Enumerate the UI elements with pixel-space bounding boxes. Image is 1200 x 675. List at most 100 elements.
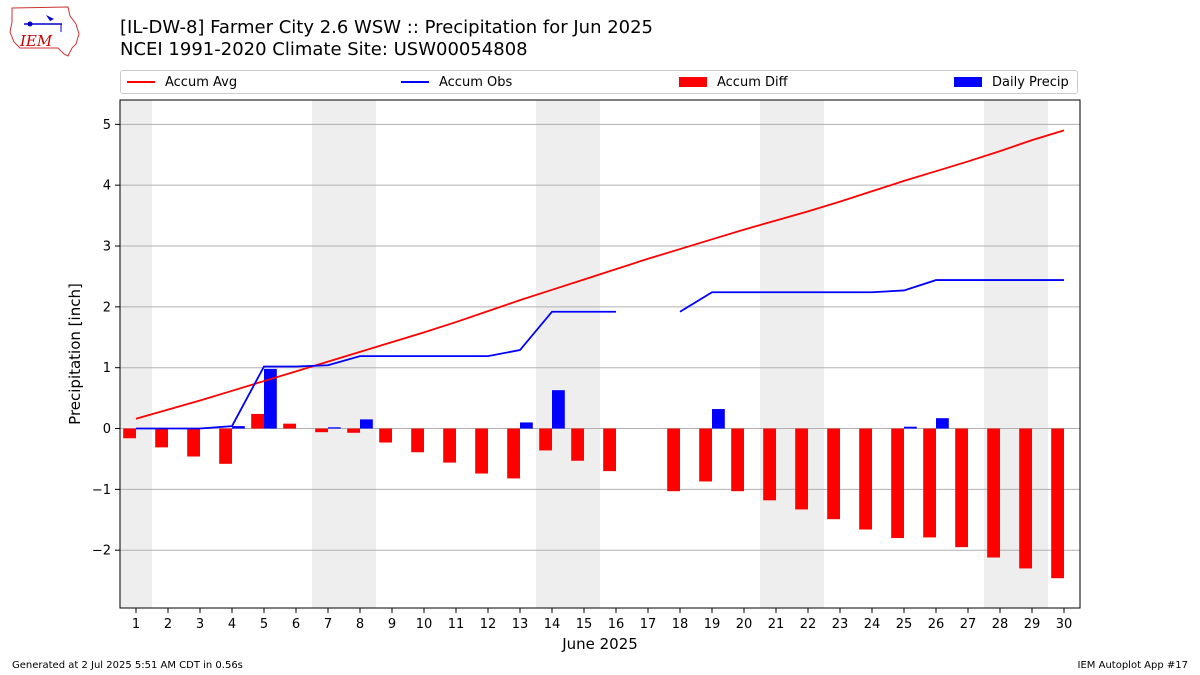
accum-diff-bar-day-7: [315, 428, 328, 433]
accum-diff-bar-day-27: [955, 428, 968, 548]
accum-diff-bar-day-4: [219, 428, 232, 464]
xtick-label: 19: [704, 617, 721, 632]
accum-diff-bar-day-15: [571, 428, 584, 461]
daily-precip-bar-day-25: [904, 426, 917, 429]
daily-precip-bar-day-19: [712, 409, 725, 429]
accum-diff-bar-day-3: [187, 428, 200, 457]
accum-diff-bar-day-11: [443, 428, 456, 463]
accum-diff-bar-day-14: [539, 428, 552, 451]
iem-logo: IEM: [9, 6, 80, 57]
accum-diff-bar-day-6: [283, 423, 296, 429]
xtick-label: 25: [896, 617, 913, 632]
weekend-shade-day-1: [120, 100, 152, 608]
ytick-label: −2: [92, 544, 111, 559]
legend-item-accum-avg: Accum Avg: [127, 73, 237, 91]
accum-diff-bar-day-21: [763, 428, 776, 501]
xtick-label: 30: [1056, 617, 1073, 632]
xtick-label: 2: [164, 617, 172, 632]
weekend-shade-day-7: [312, 100, 344, 608]
legend-label-accum-diff: Accum Diff: [717, 74, 788, 90]
xtick-label: 23: [832, 617, 849, 632]
plot-frame: [119, 99, 1081, 609]
accum-diff-bar-day-12: [475, 428, 488, 474]
legend-label-accum-avg: Accum Avg: [165, 74, 238, 90]
y-axis-label: Precipitation [inch]: [66, 283, 84, 425]
xtick-label: 26: [928, 617, 945, 632]
logo-text: IEM: [19, 32, 53, 50]
xtick-label: 14: [544, 617, 561, 632]
ytick-label: −1: [92, 483, 111, 498]
xtick-label: 29: [1024, 617, 1041, 632]
weekend-shade-day-22: [792, 100, 824, 608]
chart-title: [IL-DW-8] Farmer City 2.6 WSW :: Precipi…: [120, 17, 654, 38]
accum-diff-bar-day-22: [795, 428, 808, 510]
accum-obs-line-1: [679, 279, 1064, 313]
legend-label-accum-obs: Accum Obs: [439, 74, 513, 90]
xtick-label: 12: [480, 617, 497, 632]
accum-diff-bar-day-10: [411, 428, 424, 453]
accum-diff-bar-day-30: [1051, 428, 1064, 579]
weekend-shade-day-21: [760, 100, 792, 608]
accum-diff-bar-day-5: [251, 413, 264, 429]
xtick-label: 15: [576, 617, 593, 632]
ytick-label: 4: [103, 179, 111, 194]
xtick-label: 6: [292, 617, 300, 632]
footer-generated: Generated at 2 Jul 2025 5:51 AM CDT in 0…: [12, 660, 243, 671]
xtick-label: 3: [196, 617, 204, 632]
xtick-label: 10: [416, 617, 433, 632]
accum-diff-bar-day-18: [667, 428, 680, 492]
accum-diff-swatch: [679, 77, 707, 87]
xtick-label: 20: [736, 617, 753, 632]
x-axis-label: June 2025: [561, 635, 638, 653]
xtick-label: 18: [672, 617, 689, 632]
xtick-label: 27: [960, 617, 977, 632]
daily-precip-bar-day-8: [360, 419, 373, 429]
xtick-label: 8: [356, 617, 364, 632]
weekend-shade-day-8: [344, 100, 376, 608]
xtick-label: 22: [800, 617, 817, 632]
ytick-label: 2: [103, 300, 111, 315]
accum-diff-bar-day-23: [827, 428, 840, 520]
footer-app: IEM Autoplot App #17: [1077, 660, 1188, 671]
xtick-label: 28: [992, 617, 1009, 632]
accum-diff-bar-day-1: [123, 428, 136, 439]
daily-precip-swatch: [954, 77, 982, 87]
accum-diff-bar-day-29: [1019, 428, 1032, 569]
weekend-shade-day-14: [536, 100, 568, 608]
accum-diff-bar-day-26: [923, 428, 936, 538]
xtick-label: 16: [608, 617, 625, 632]
accum-diff-bar-day-13: [507, 428, 520, 479]
legend-item-accum-diff: Accum Diff: [679, 73, 788, 91]
daily-precip-bar-day-26: [936, 418, 949, 429]
xtick-label: 24: [864, 617, 881, 632]
accum-diff-bar-day-2: [155, 428, 168, 448]
xtick-label: 5: [260, 617, 268, 632]
legend-label-daily-precip: Daily Precip: [992, 74, 1069, 90]
xtick-label: 11: [448, 617, 465, 632]
daily-precip-bar-day-4: [232, 426, 245, 429]
legend: Accum Avg Accum Obs Accum Diff Daily Pre…: [120, 70, 1078, 94]
accum-diff-bar-day-19: [699, 428, 712, 482]
daily-precip-bar-day-14: [552, 390, 565, 429]
ytick-label: 0: [103, 422, 111, 437]
daily-precip-bar-day-5: [264, 368, 277, 429]
accum-diff-bar-day-28: [987, 428, 1000, 558]
xtick-label: 4: [228, 617, 236, 632]
legend-item-daily-precip: Daily Precip: [954, 73, 1069, 91]
accum-avg-swatch: [127, 81, 155, 83]
accum-obs-line-0: [136, 310, 616, 430]
daily-precip-bar-day-7: [328, 427, 341, 429]
accum-diff-bar-day-25: [891, 428, 904, 539]
legend-item-accum-obs: Accum Obs: [401, 73, 512, 91]
ytick-label: 1: [103, 361, 111, 376]
ytick-label: 3: [103, 240, 111, 255]
xtick-label: 1: [132, 617, 140, 632]
weekend-shade-day-15: [568, 100, 600, 608]
accum-diff-bar-day-8: [347, 428, 360, 433]
accum-diff-bar-day-20: [731, 428, 744, 492]
accum-obs-swatch: [401, 81, 429, 83]
xtick-label: 9: [388, 617, 396, 632]
ytick-label: 5: [103, 118, 111, 133]
xtick-label: 13: [512, 617, 529, 632]
